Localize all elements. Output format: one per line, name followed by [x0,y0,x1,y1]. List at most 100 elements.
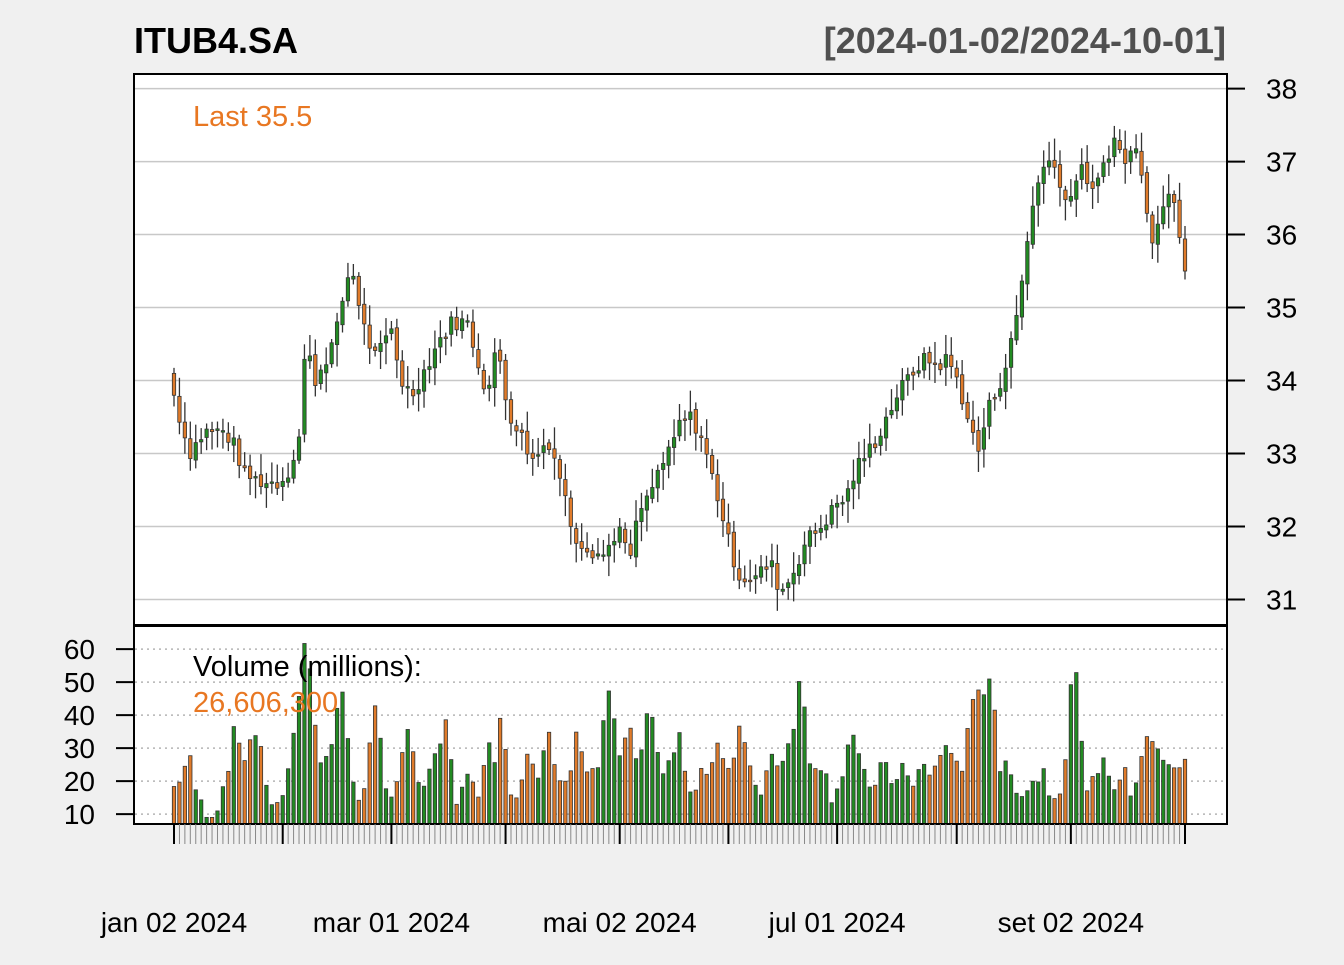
candle-body [209,429,215,433]
candle-body [1052,159,1057,168]
volume-bar [411,751,416,825]
volume-bar [438,743,443,825]
volume-bar [318,762,323,825]
volume-bar [492,762,497,825]
volume-bar [927,774,932,825]
volume-bar [378,737,383,825]
volume-bar [628,727,633,825]
candle-body [671,437,677,448]
candle-body [248,465,253,480]
volume-bar [644,713,649,825]
candle-body [769,560,774,568]
volume-bar [1074,672,1079,825]
candle-body [568,497,573,527]
candle-body [829,505,834,525]
candle-body [1161,206,1166,225]
volume-bar [432,753,437,825]
volume-bar [1052,798,1057,825]
candle-body [498,349,503,362]
candle-body [1019,280,1025,318]
volume-bar [383,788,389,825]
volume-bar [1133,782,1139,825]
volume-bar [1155,748,1160,825]
volume-bar [753,784,758,825]
volume-tick-label: 50 [64,667,95,698]
volume-bar [954,760,959,825]
volume-bar [1144,736,1150,825]
candle-body [796,564,802,576]
volume-bar [454,803,459,825]
candle-body [1150,214,1155,244]
volume-tick-label: 30 [64,733,95,764]
candle-body [715,474,720,502]
candle-body [1177,199,1182,238]
candle-body [438,337,443,348]
candle-body [563,479,568,497]
volume-bar [476,796,481,825]
volume-bar [546,731,552,825]
candle-body [541,445,546,453]
price-tick-label: 35 [1266,293,1297,324]
volume-bar [237,742,242,825]
volume-bar [421,785,427,825]
candle-body [329,342,334,365]
volume-bar [655,752,660,825]
volume-bars [171,643,1188,825]
candle-body [1047,160,1052,168]
volume-bar [671,752,677,825]
candle-body [459,318,465,331]
date-tick-label: mar 01 2024 [313,907,470,938]
candle-body [710,454,715,474]
volume-bar [1177,767,1182,825]
candle-body [970,419,976,433]
candle-body [883,416,889,439]
candle-body [867,443,872,458]
price-tick-label: 34 [1266,366,1297,397]
volume-bar [856,753,861,825]
volume-bar [275,802,280,825]
date-tick-label: set 02 2024 [998,907,1144,938]
volume-bar [639,749,644,825]
candle-body [688,411,693,420]
volume-bar [1014,792,1019,825]
candle-body [905,374,910,381]
candle-body [916,370,921,374]
chart-title: ITUB4.SA [134,20,298,61]
candle-body [302,358,307,435]
candle-body [367,324,372,349]
volume-bar [748,765,753,825]
candle-body [987,399,992,427]
volume-bar [796,681,802,825]
volume-bar [922,763,927,825]
volume-bar [633,758,639,825]
candle-body [965,401,970,420]
candle-body [992,397,997,400]
volume-bar [334,707,340,825]
candle-body [1123,148,1128,164]
volume-bar [688,791,693,825]
candle-body [818,528,823,533]
volume-bar [541,750,546,825]
candle-body [1057,164,1063,188]
volume-bar [998,771,1003,825]
volume-bar [682,770,688,825]
candle-body [449,316,454,335]
volume-bar [764,770,769,825]
volume-bar [845,744,851,825]
price-tick-label: 33 [1266,438,1297,469]
volume-bar [356,799,361,825]
volume-bar [389,796,394,825]
candle-body [758,566,764,578]
volume-bar [427,768,432,825]
candle-body [356,275,361,306]
candle-body [726,522,731,535]
candle-body [1025,241,1030,285]
volume-bar [519,779,524,825]
volume-bar [704,773,709,825]
volume-bar [791,728,796,825]
volume-bar [715,742,720,825]
volume-bar [693,789,698,825]
volume-bar [905,775,910,825]
volume-bar [1025,790,1030,825]
volume-bar [802,706,807,825]
